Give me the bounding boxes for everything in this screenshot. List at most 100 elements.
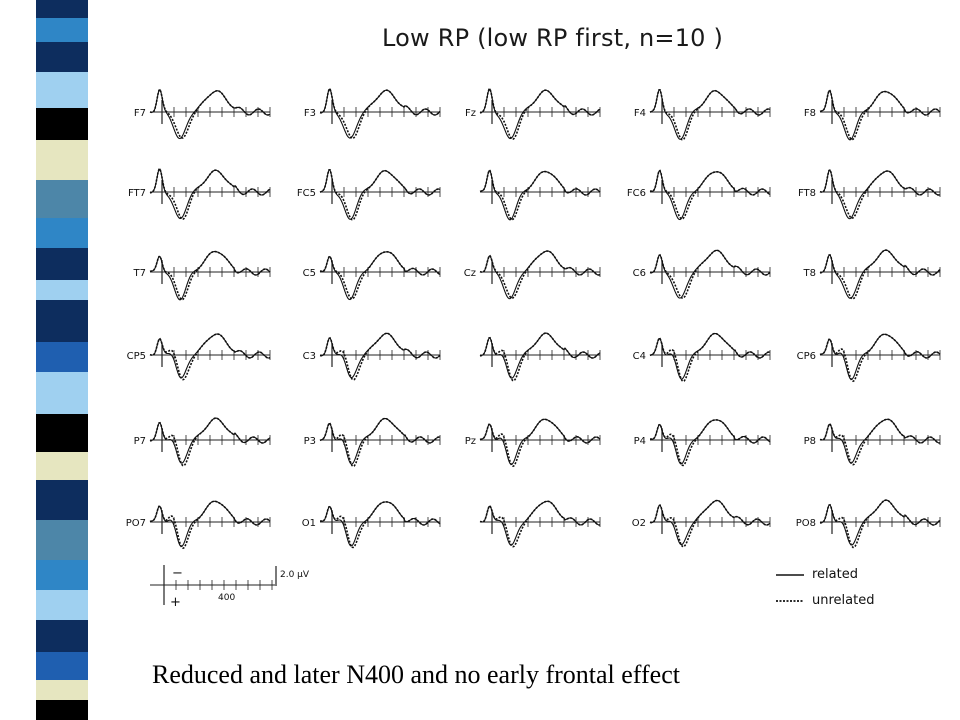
erp-channel-PO7: PO7 — [126, 500, 271, 550]
erp-channel-F3: F3 — [304, 87, 441, 140]
erp-channel-blank — [479, 169, 601, 221]
stripe-block — [36, 18, 88, 42]
stripe-block — [36, 372, 88, 414]
stripe-block — [36, 560, 88, 590]
erp-trace-unrelated — [149, 88, 271, 139]
erp-trace-unrelated — [149, 333, 271, 381]
erp-channel-Cz: Cz — [464, 250, 601, 300]
erp-channel-F7: F7 — [134, 88, 271, 140]
erp-trace-unrelated — [319, 87, 441, 140]
stripe-block — [36, 140, 88, 180]
erp-trace-unrelated — [649, 88, 771, 141]
scale-time-label: 400 — [218, 593, 236, 603]
erp-channel-C3: C3 — [303, 332, 441, 381]
channel-label: T8 — [803, 268, 816, 279]
erp-channel-F8: F8 — [804, 89, 941, 141]
erp-trace-unrelated — [479, 88, 601, 140]
stripe-block — [36, 42, 88, 72]
channel-label: F3 — [304, 108, 316, 119]
erp-trace-related — [319, 251, 441, 301]
erp-channel-P3: P3 — [304, 417, 441, 468]
erp-channel-FC6: FC6 — [627, 169, 771, 221]
erp-trace-unrelated — [649, 499, 771, 548]
erp-trace-unrelated — [819, 418, 940, 466]
erp-trace-unrelated — [649, 249, 771, 299]
legend-label-unrelated: unrelated — [812, 593, 875, 608]
erp-trace-unrelated — [320, 501, 441, 549]
erp-channel-P4: P4 — [634, 419, 771, 467]
erp-channel-Pz: Pz — [465, 418, 601, 468]
erp-trace-related — [479, 250, 601, 300]
stripe-block — [36, 700, 88, 720]
stripe-block — [36, 620, 88, 652]
channel-label: P4 — [634, 436, 646, 447]
erp-trace-related — [319, 417, 441, 465]
channel-label: P7 — [134, 436, 146, 447]
stripe-margin — [0, 0, 36, 720]
erp-trace-unrelated — [650, 419, 771, 467]
legend-label-related: related — [812, 567, 858, 582]
erp-trace-unrelated — [319, 417, 441, 468]
erp-trace-unrelated — [819, 333, 941, 383]
stripe-block — [36, 414, 88, 452]
erp-trace-unrelated — [479, 169, 601, 221]
erp-trace-unrelated — [149, 500, 271, 550]
stripe-edge — [88, 0, 108, 720]
erp-channel-T8: T8 — [803, 249, 941, 300]
scale-negative-label: − — [172, 566, 183, 581]
erp-channel-O2: O2 — [632, 499, 771, 548]
erp-trace-unrelated — [649, 169, 771, 220]
channel-label: C4 — [633, 351, 646, 362]
erp-trace-unrelated — [819, 168, 941, 219]
erp-trace-unrelated — [479, 250, 601, 299]
stripe-block — [36, 108, 88, 140]
erp-trace-unrelated — [479, 500, 600, 548]
channel-label: C3 — [303, 351, 316, 362]
erp-trace-unrelated — [649, 332, 771, 383]
erp-channel-O1: O1 — [302, 501, 441, 549]
erp-channel-blank — [479, 332, 601, 382]
erp-channel-T7: T7 — [133, 250, 271, 301]
channel-label: FC6 — [627, 188, 646, 199]
scale-positive-label: + — [170, 595, 181, 610]
erp-trace-unrelated — [319, 332, 441, 381]
stripe-block — [36, 590, 88, 620]
channel-label: Fz — [465, 108, 476, 119]
erp-channel-PO8: PO8 — [796, 499, 941, 549]
erp-trace-unrelated — [819, 89, 941, 141]
erp-channel-P8: P8 — [804, 418, 941, 466]
erp-channel-FT8: FT8 — [798, 168, 941, 220]
slide-title: Low RP (low RP first, n=10 ) — [382, 24, 724, 52]
erp-trace-unrelated — [149, 417, 271, 467]
stripe-block — [36, 300, 88, 342]
channel-label: P3 — [304, 436, 316, 447]
erp-channel-C6: C6 — [633, 249, 771, 299]
channel-label: CP5 — [127, 351, 146, 362]
erp-channel-F4: F4 — [634, 88, 771, 141]
erp-channel-FT7: FT7 — [128, 168, 271, 220]
stripe-block — [36, 180, 88, 218]
channel-label: O1 — [302, 518, 316, 529]
stripe-block — [36, 248, 88, 280]
stripe-block — [36, 680, 88, 700]
channel-label: T7 — [133, 268, 146, 279]
channel-label: F4 — [634, 108, 646, 119]
erp-channel-P7: P7 — [134, 417, 271, 467]
channel-label: CP6 — [797, 351, 816, 362]
erp-channel-C5: C5 — [303, 250, 441, 301]
channel-label: FC5 — [297, 188, 316, 199]
stripe-block — [36, 218, 88, 248]
stripe-block — [36, 652, 88, 680]
stripe-block — [36, 480, 88, 520]
erp-channel-C4: C4 — [633, 332, 771, 383]
channel-label: C5 — [303, 268, 316, 279]
channel-label: Cz — [464, 268, 476, 279]
erp-trace-unrelated — [149, 250, 271, 301]
erp-channel-Fz: Fz — [465, 88, 601, 140]
scale-amplitude-label: 2.0 µV — [280, 570, 310, 580]
stripe-block — [36, 280, 88, 300]
erp-channel-CP6: CP6 — [797, 333, 941, 383]
scale-bar — [150, 565, 277, 605]
channel-label: C6 — [633, 268, 646, 279]
